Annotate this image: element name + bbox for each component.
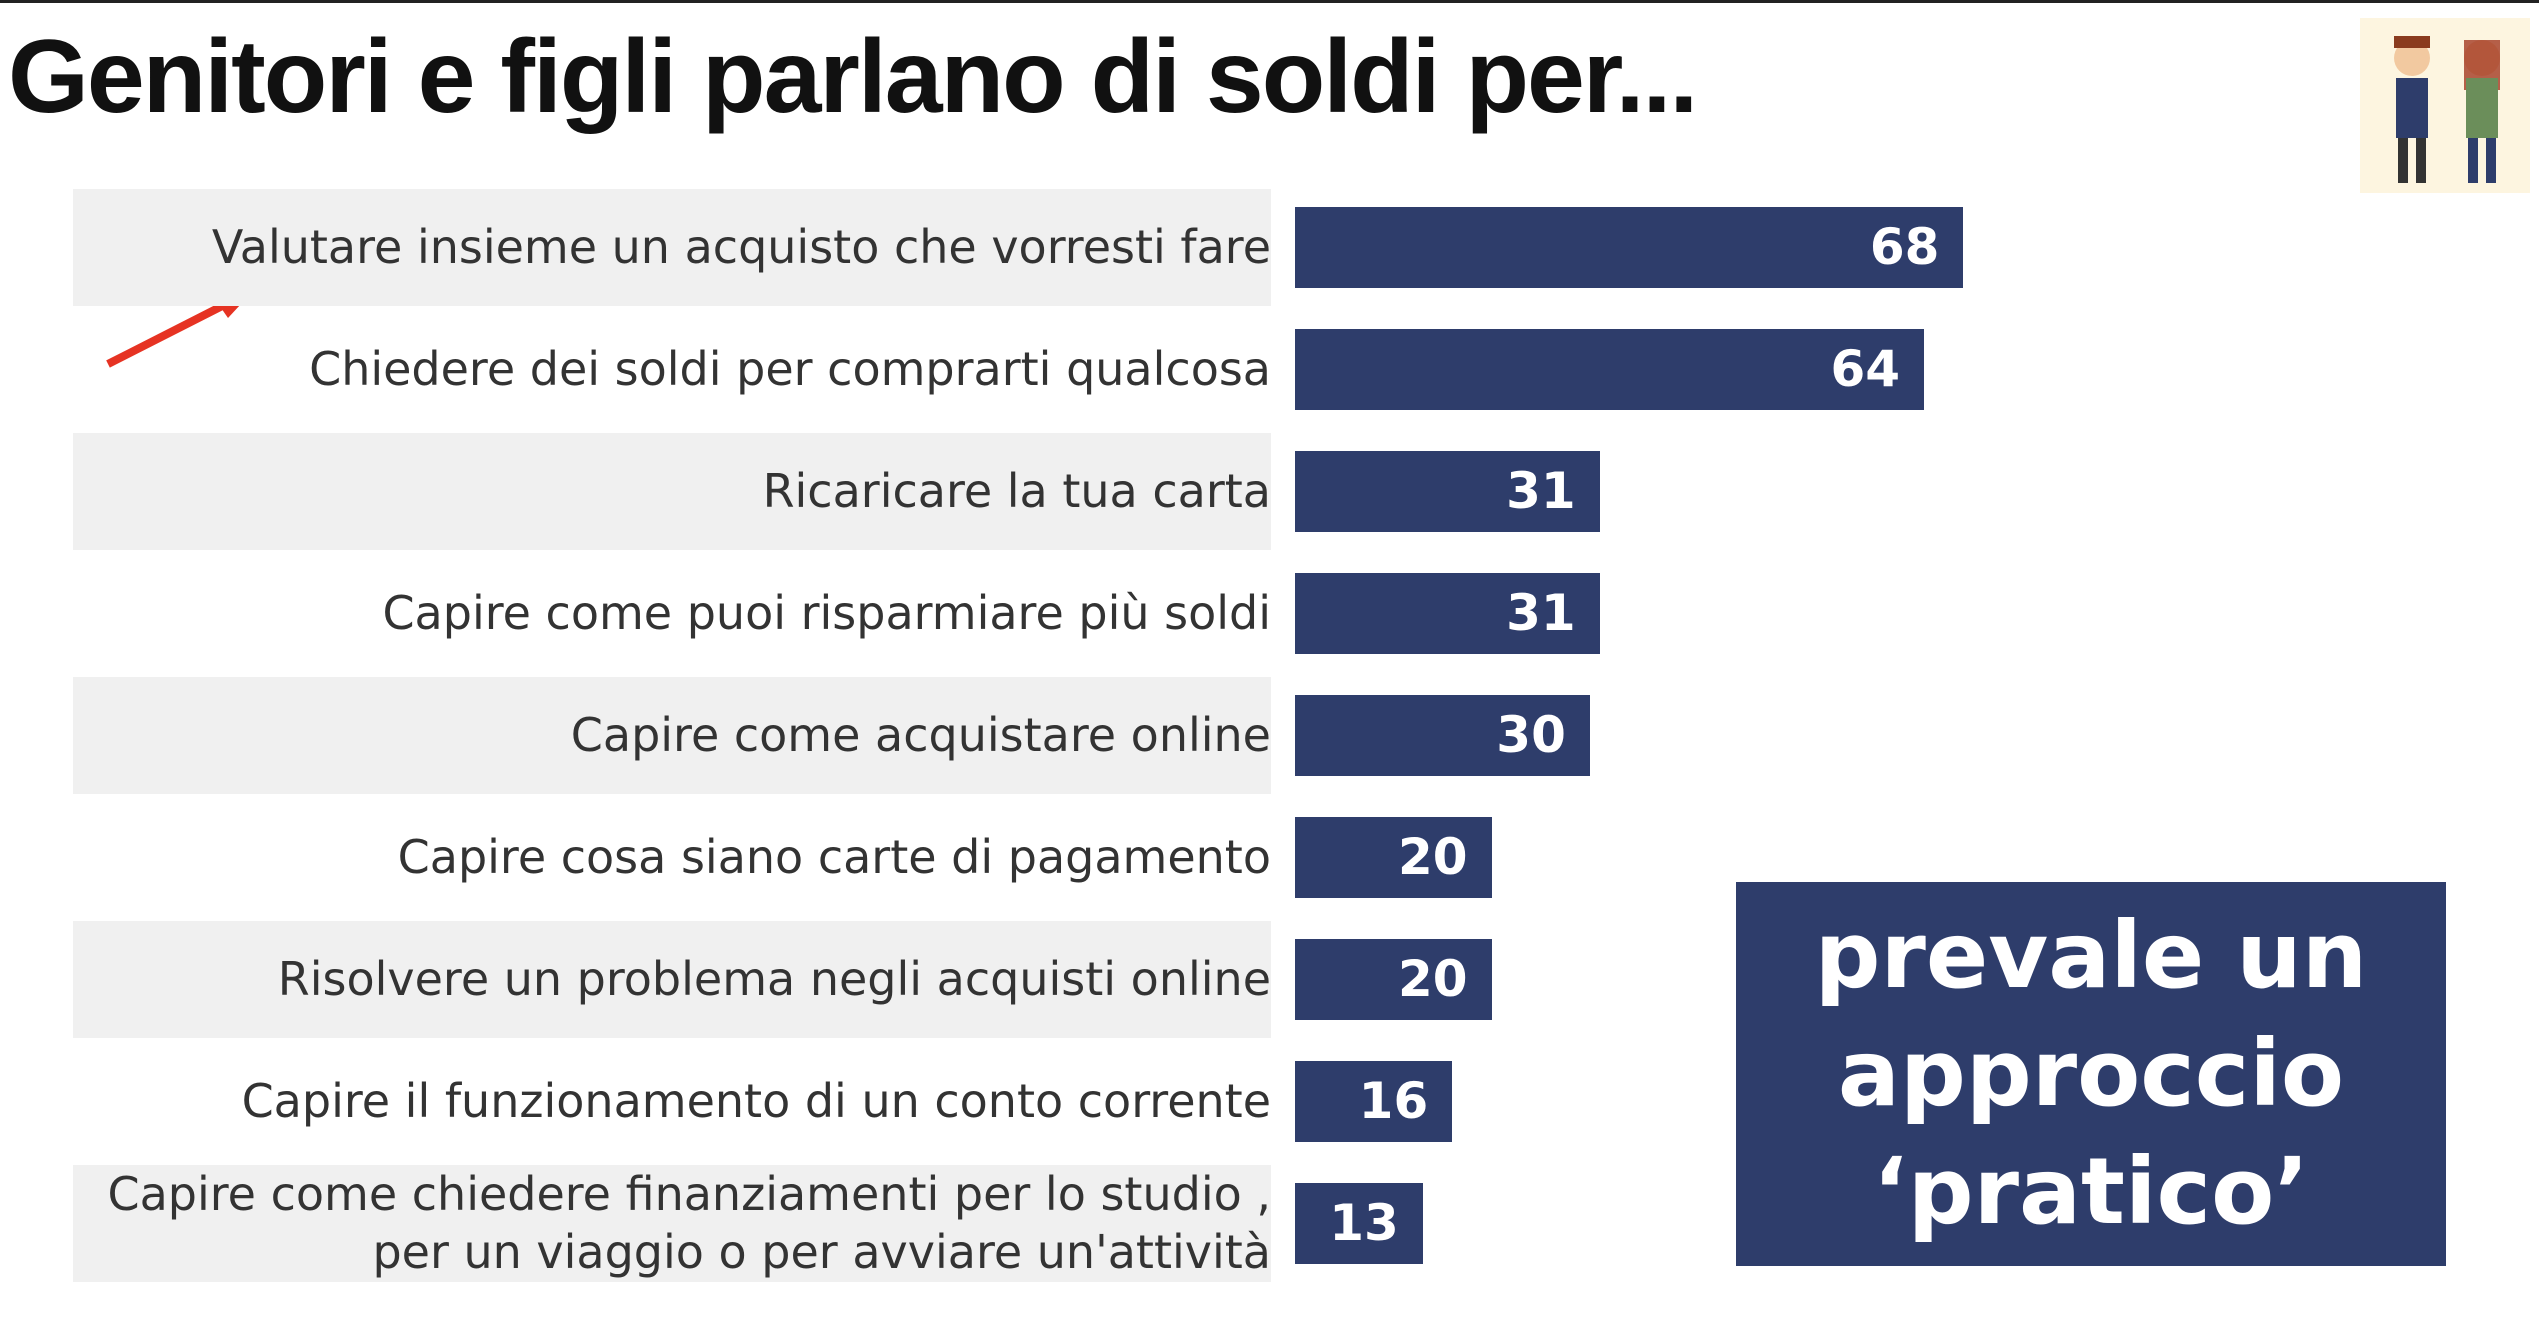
value-label: 68 xyxy=(1869,218,1940,276)
bar: 13 xyxy=(1295,1183,1423,1264)
chart-title: Genitori e figli parlano di soldi per... xyxy=(8,19,1698,135)
category-label: Ricaricare la tua carta xyxy=(762,464,1271,518)
value-label: 16 xyxy=(1358,1072,1429,1130)
category-label: Capire cosa siano carte di pagamento xyxy=(397,830,1271,884)
bar: 64 xyxy=(1295,329,1925,410)
bar: 30 xyxy=(1295,695,1590,776)
annotation-line: prevale un xyxy=(1814,902,2368,1009)
row-band xyxy=(73,677,1271,794)
row-band xyxy=(73,1165,1271,1282)
bar: 20 xyxy=(1295,939,1492,1020)
value-label: 31 xyxy=(1506,462,1576,520)
bar: 16 xyxy=(1295,1061,1453,1142)
bar: 68 xyxy=(1295,207,1964,288)
value-label: 64 xyxy=(1830,340,1901,398)
category-label: Capire come puoi risparmiare più soldi xyxy=(382,586,1271,640)
value-label: 20 xyxy=(1398,828,1468,886)
row-band xyxy=(73,189,1271,306)
category-label: Capire il funzionamento di un conto corr… xyxy=(241,1074,1271,1128)
bar: 31 xyxy=(1295,573,1600,654)
category-label: Chiedere dei soldi per comprarti qualcos… xyxy=(309,342,1271,396)
value-label: 13 xyxy=(1329,1194,1399,1252)
top-rule xyxy=(0,0,2539,3)
annotation-box: prevale un approccio ‘pratico’ xyxy=(1736,882,2446,1266)
bar: 31 xyxy=(1295,451,1600,532)
category-label: Capire come acquistare online xyxy=(570,708,1271,762)
category-label: Valutare insieme un acquisto che vorrest… xyxy=(211,220,1271,274)
people-icon xyxy=(2360,18,2530,193)
value-label: 20 xyxy=(1398,950,1468,1008)
row-band xyxy=(73,433,1271,550)
category-label: Risolvere un problema negli acquisti onl… xyxy=(277,952,1271,1006)
value-label: 30 xyxy=(1496,706,1566,764)
annotation-line: ‘pratico’ xyxy=(1872,1138,2310,1245)
annotation-line: approccio xyxy=(1837,1020,2345,1127)
value-label: 31 xyxy=(1506,584,1576,642)
bar: 20 xyxy=(1295,817,1492,898)
category-label: Capire come chiedere finanziamenti per l… xyxy=(107,1167,1271,1279)
row-band xyxy=(73,921,1271,1038)
